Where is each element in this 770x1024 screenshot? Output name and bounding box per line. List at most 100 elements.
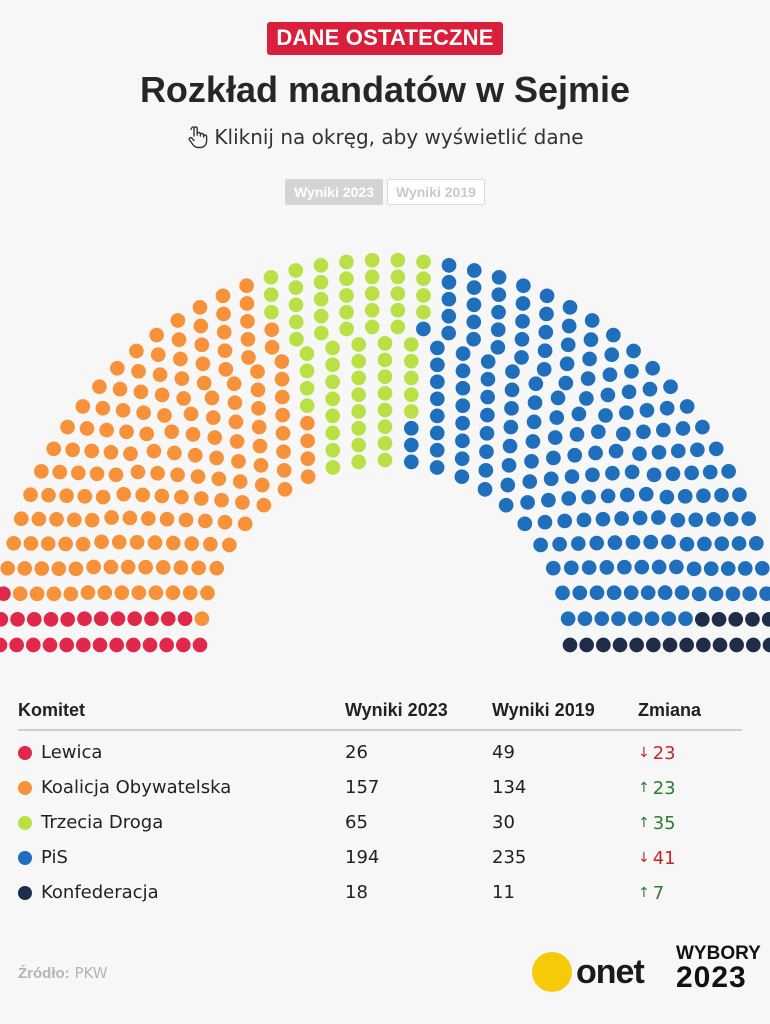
seat-pis[interactable] (646, 467, 662, 483)
seat-pis[interactable] (504, 401, 519, 416)
seat-pis[interactable] (567, 447, 583, 463)
seat-koalicja-obywatelska[interactable] (174, 371, 190, 386)
seat-pis[interactable] (708, 441, 724, 457)
seat-koalicja-obywatelska[interactable] (58, 536, 73, 552)
seat-pis[interactable] (615, 426, 631, 442)
seat-pis[interactable] (564, 469, 580, 484)
seat-pis[interactable] (695, 419, 710, 435)
seat-pis[interactable] (679, 536, 695, 552)
seat-koalicja-obywatelska[interactable] (250, 364, 265, 379)
seat-pis[interactable] (714, 487, 729, 503)
seat-pis[interactable] (557, 513, 573, 529)
seat-pis[interactable] (537, 343, 553, 359)
seat-konfederacja[interactable] (679, 637, 694, 653)
seat-pis[interactable] (688, 512, 704, 528)
seat-pis[interactable] (604, 347, 620, 363)
seat-trzecia-droga[interactable] (351, 337, 367, 352)
seat-pis[interactable] (583, 332, 599, 347)
seat-koalicja-obywatelska[interactable] (40, 536, 56, 552)
seat-koalicja-obywatelska[interactable] (154, 387, 170, 403)
seat-koalicja-obywatelska[interactable] (275, 425, 291, 441)
seat-trzecia-droga[interactable] (377, 386, 393, 401)
seat-lewica[interactable] (142, 637, 158, 653)
seat-koalicja-obywatelska[interactable] (217, 514, 233, 530)
seat-pis[interactable] (731, 536, 747, 551)
seat-pis[interactable] (516, 278, 531, 294)
seat-pis[interactable] (643, 534, 659, 550)
seat-koalicja-obywatelska[interactable] (99, 422, 114, 438)
seat-pis[interactable] (714, 536, 730, 552)
seat-pis[interactable] (651, 510, 666, 525)
seat-pis[interactable] (624, 464, 640, 480)
seat-pis[interactable] (429, 425, 445, 441)
seat-koalicja-obywatelska[interactable] (17, 561, 33, 576)
seat-koalicja-obywatelska[interactable] (103, 444, 119, 460)
seat-koalicja-obywatelska[interactable] (120, 559, 136, 575)
seat-pis[interactable] (480, 354, 496, 369)
seat-pis[interactable] (598, 408, 613, 423)
seat-konfederacja[interactable] (629, 637, 644, 653)
seat-pis[interactable] (721, 464, 736, 479)
seat-pis[interactable] (723, 511, 739, 527)
seat-trzecia-droga[interactable] (403, 337, 419, 352)
seat-koalicja-obywatelska[interactable] (300, 433, 315, 449)
seat-pis[interactable] (677, 489, 693, 504)
seat-koalicja-obywatelska[interactable] (274, 354, 290, 369)
seat-trzecia-droga[interactable] (377, 452, 393, 468)
seat-pis[interactable] (455, 346, 471, 361)
seat-koalicja-obywatelska[interactable] (129, 343, 144, 359)
seat-koalicja-obywatelska[interactable] (205, 410, 221, 425)
seat-koalicja-obywatelska[interactable] (103, 559, 119, 575)
seat-koalicja-obywatelska[interactable] (196, 375, 212, 391)
seat-koalicja-obywatelska[interactable] (211, 471, 227, 487)
seat-pis[interactable] (545, 560, 561, 576)
seat-pis[interactable] (403, 420, 419, 436)
seat-pis[interactable] (526, 414, 542, 430)
seat-koalicja-obywatelska[interactable] (187, 447, 203, 463)
seat-pis[interactable] (539, 288, 555, 304)
seat-koalicja-obywatelska[interactable] (192, 300, 208, 315)
seat-koalicja-obywatelska[interactable] (239, 278, 254, 294)
seat-pis[interactable] (466, 280, 482, 295)
seat-pis[interactable] (504, 382, 520, 398)
seat-koalicja-obywatelska[interactable] (207, 430, 223, 445)
seat-konfederacja[interactable] (646, 637, 661, 653)
seat-pis[interactable] (656, 422, 671, 438)
seat-pis[interactable] (577, 611, 593, 627)
seat-koalicja-obywatelska[interactable] (129, 534, 145, 550)
seat-pis[interactable] (651, 559, 667, 575)
seat-lewica[interactable] (77, 611, 92, 627)
seat-pis[interactable] (546, 450, 561, 466)
seat-koalicja-obywatelska[interactable] (250, 382, 266, 398)
seat-koalicja-obywatelska[interactable] (148, 585, 164, 601)
seat-lewica[interactable] (0, 637, 8, 653)
seat-pis[interactable] (602, 367, 618, 383)
seat-pis[interactable] (479, 425, 495, 441)
seat-pis[interactable] (674, 585, 690, 600)
seat-pis[interactable] (611, 611, 626, 627)
seat-pis[interactable] (644, 611, 660, 627)
seat-pis[interactable] (582, 351, 597, 367)
seat-koalicja-obywatelska[interactable] (108, 467, 124, 483)
seat-pis[interactable] (632, 446, 647, 462)
seat-koalicja-obywatelska[interactable] (277, 482, 293, 497)
seat-koalicja-obywatelska[interactable] (131, 585, 147, 601)
seat-trzecia-droga[interactable] (390, 286, 406, 301)
seat-koalicja-obywatelska[interactable] (135, 487, 151, 503)
seat-lewica[interactable] (177, 611, 193, 627)
seat-koalicja-obywatelska[interactable] (193, 318, 209, 334)
seat-trzecia-droga[interactable] (390, 269, 406, 285)
seat-konfederacja[interactable] (596, 637, 611, 653)
seat-koalicja-obywatelska[interactable] (89, 466, 105, 482)
seat-pis[interactable] (748, 535, 764, 551)
seat-koalicja-obywatelska[interactable] (276, 444, 291, 460)
seat-pis[interactable] (501, 457, 517, 473)
tab-wyniki-2023[interactable]: Wyniki 2023 (285, 179, 383, 205)
seat-koalicja-obywatelska[interactable] (71, 465, 86, 481)
seat-koalicja-obywatelska[interactable] (130, 464, 146, 480)
seat-koalicja-obywatelska[interactable] (203, 536, 218, 552)
seat-pis[interactable] (515, 296, 531, 311)
seat-trzecia-droga[interactable] (390, 319, 406, 335)
seat-trzecia-droga[interactable] (416, 254, 431, 270)
seat-pis[interactable] (429, 408, 445, 424)
